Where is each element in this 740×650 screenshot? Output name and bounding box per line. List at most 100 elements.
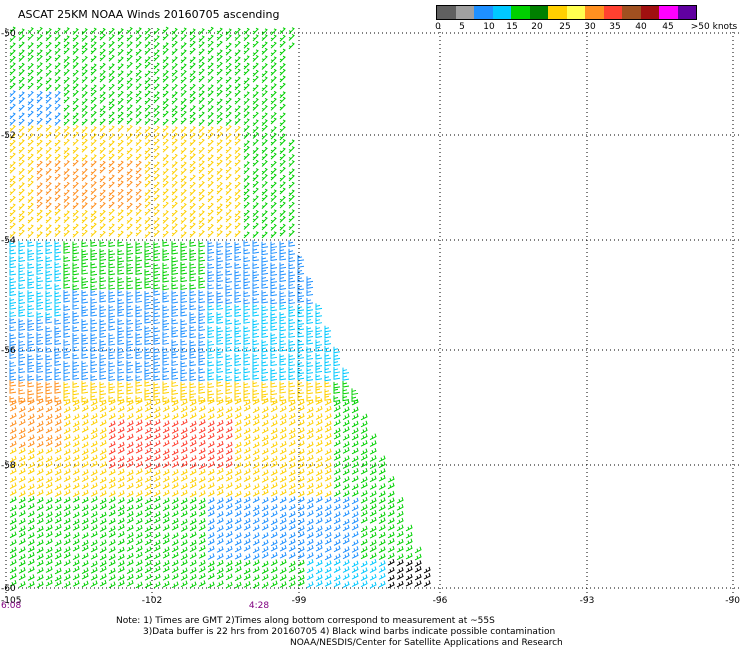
wind-barb [396,530,404,538]
wind-barb [216,68,223,76]
wind-barb [216,567,224,575]
wind-barb [171,132,178,140]
wind-barb [234,503,242,511]
wind-barb [216,269,224,277]
wind-barb [99,433,107,440]
wind-barb [72,34,79,42]
wind-barb [90,394,98,401]
wind-barb [270,41,277,49]
wind-barb [279,394,287,402]
wind-barb [171,523,179,531]
wind-barb [144,111,151,119]
wind-barb [171,275,179,283]
wind-barb [225,195,232,203]
wind-barb [189,346,197,353]
wind-barb [243,483,251,490]
wind-barb [18,195,25,203]
wind-barb [117,34,124,42]
wind-barb [333,580,341,588]
wind-barb [108,332,116,340]
wind-barb [18,455,26,462]
wind-barb [27,216,34,224]
wind-barb [18,374,26,382]
wind-barb [18,34,25,42]
wind-barb [180,189,187,196]
wind-barb [117,475,125,483]
wind-barb [144,189,151,197]
wind-barb [279,138,286,146]
wind-barb [153,310,161,318]
wind-barb [333,503,341,511]
wind-barb [243,175,250,182]
wind-barb [162,201,169,209]
wind-barb [63,441,71,448]
wind-barb [342,455,350,463]
wind-barb [81,524,89,531]
wind-barb [342,447,350,454]
wind-barb [315,482,323,490]
wind-barb [252,69,259,77]
wind-barb [198,160,205,168]
wind-barb [162,262,170,270]
wind-barb [63,524,71,532]
wind-barb [216,332,224,339]
wind-barb [9,317,17,325]
wind-barb [225,173,232,181]
wind-barb [63,118,70,126]
wind-barb [180,559,188,567]
wind-barb [252,303,260,311]
legend-swatch [474,6,493,19]
wind-barb [45,262,53,269]
wind-barb [189,331,197,339]
wind-barb [63,104,70,112]
wind-barb [135,310,143,318]
wind-barb [279,381,287,389]
wind-barb [288,297,296,305]
wind-barb [153,406,161,414]
wind-barb [108,546,116,554]
wind-barb [198,248,206,255]
wind-barb [351,406,359,414]
wind-barb [27,33,34,41]
wind-barb [270,461,278,468]
wind-barb [81,448,89,456]
wind-barb [288,209,295,217]
wind-barb [153,565,161,573]
wind-barb [171,188,178,196]
wind-barb [54,139,61,147]
wind-barb [171,223,178,231]
wind-barb [99,132,106,140]
wind-barb [18,55,25,62]
wind-barb [45,230,52,238]
wind-barb [54,126,61,133]
wind-barb [234,338,242,345]
wind-barb [126,27,133,34]
wind-barb [180,262,188,269]
wind-barb [45,77,52,85]
wind-barb [45,304,53,311]
wind-barb [369,440,377,447]
wind-barb [306,317,314,325]
wind-barb [162,110,169,118]
wind-barb [198,413,206,420]
wind-barb [153,462,161,470]
wind-barb [234,469,242,476]
wind-barb [261,462,269,469]
wind-barb [90,118,97,126]
wind-barb [234,27,241,35]
wind-barb [270,413,278,421]
wind-barb [162,33,169,41]
wind-barb [108,441,116,448]
wind-barb [72,209,79,217]
wind-barb [234,189,241,196]
wind-barb [315,552,323,560]
wind-barb [72,289,80,297]
wind-barb [162,103,169,111]
wind-barb [108,567,116,575]
wind-barb [369,490,377,498]
wind-barb [72,83,79,91]
wind-barb [189,339,197,347]
wind-barb [144,373,152,381]
wind-barb [351,497,359,505]
wind-barb [315,387,323,394]
